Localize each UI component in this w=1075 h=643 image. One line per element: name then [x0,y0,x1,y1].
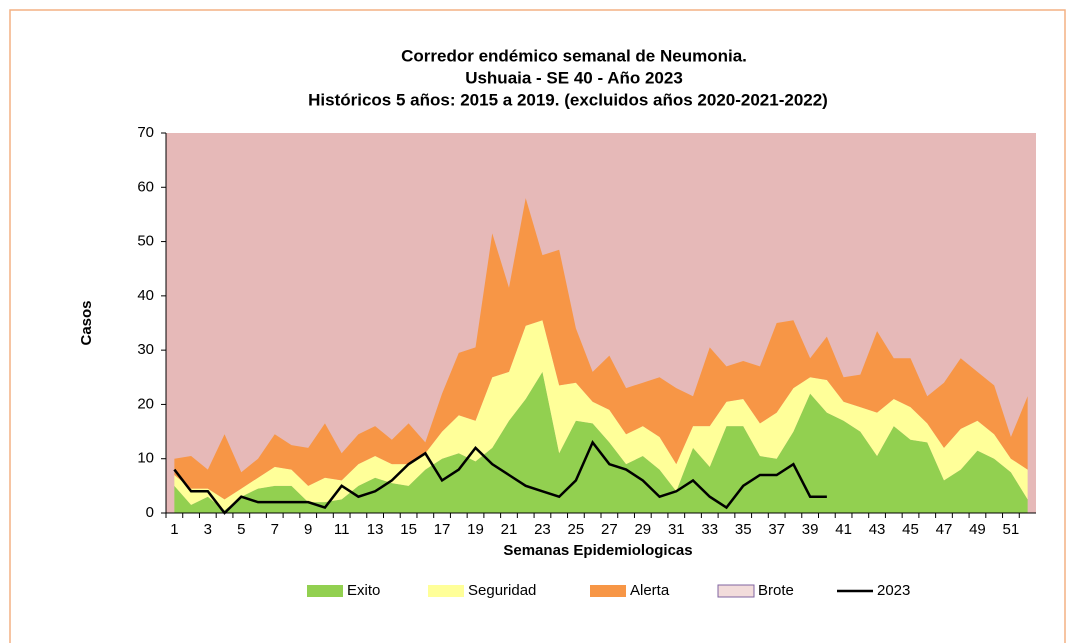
y-tick-label: 20 [137,395,154,412]
frame [9,9,1066,643]
x-tick-label: 45 [902,521,919,538]
y-tick-label: 0 [146,504,154,521]
x-tick-label: 21 [501,521,518,538]
legend-label: Brote [758,582,794,599]
x-tick-label: 35 [735,521,752,538]
y-axis-title: Casos [78,300,95,345]
x-axis-title: Semanas Epidemiologicas [503,542,692,559]
x-tick-label: 41 [835,521,852,538]
x-tick-label: 47 [936,521,953,538]
x-tick-label: 17 [434,521,451,538]
area [174,198,1028,500]
x-tick-label: 33 [701,521,718,538]
legend-label: Alerta [630,582,670,599]
x-tick-label: 25 [568,521,585,538]
x-tick-label: 51 [1003,521,1020,538]
line [173,439,827,515]
legend-label: Exito [347,582,380,599]
x-tick-label: 37 [768,521,785,538]
x-tick-label: 11 [334,521,350,538]
legend-swatch [590,585,626,597]
x-tick-label: 19 [467,521,484,538]
x-tick-label: 43 [869,521,886,538]
legend-swatch [428,585,464,597]
x-tick-label: 9 [304,521,312,538]
legend-label: 2023 [877,582,910,599]
legend-label: Seguridad [468,582,536,599]
area [174,320,1028,511]
legend-swatch [307,585,343,597]
chart-title: Corredor endémico semanal de Neumonia. [401,46,747,65]
y-tick-label: 60 [137,178,154,195]
y-tick-label: 30 [137,341,154,358]
x-tick-label: 3 [204,521,212,538]
y-tick-label: 70 [137,124,154,141]
x-tick-label: 27 [601,521,618,538]
chart-title: Históricos 5 años: 2015 a 2019. (excluid… [308,90,828,109]
x-tick-label: 5 [237,521,245,538]
x-tick-label: 15 [400,521,417,538]
y-tick-label: 10 [137,450,154,467]
x-tick-label: 13 [367,521,384,538]
x-tick-label: 31 [668,521,685,538]
chart-title: Ushuaia - SE 40 - Año 2023 [465,68,683,87]
x-tick-label: 7 [271,521,279,538]
area [174,371,1028,513]
legend-swatch [717,584,755,598]
y-tick-label: 50 [137,233,154,250]
x-tick-label: 23 [534,521,551,538]
x-tick-label: 1 [170,521,178,538]
x-tick-label: 29 [634,521,651,538]
x-tick-label: 39 [802,521,819,538]
x-tick-label: 49 [969,521,986,538]
y-tick-label: 40 [137,287,154,304]
